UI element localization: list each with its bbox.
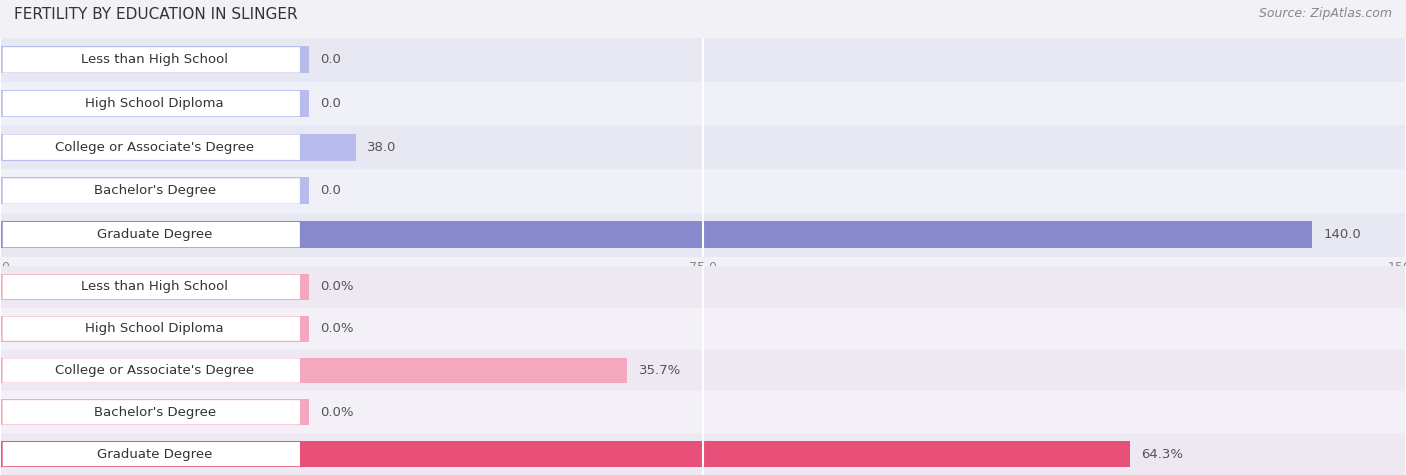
Bar: [0, 133, 356, 161]
Bar: [0, 399, 309, 425]
Text: 0.0: 0.0: [321, 184, 342, 198]
Text: 0.0%: 0.0%: [321, 406, 354, 419]
Bar: [0, 308, 1406, 350]
Text: Source: ZipAtlas.com: Source: ZipAtlas.com: [1258, 7, 1392, 20]
Text: Graduate Degree: Graduate Degree: [97, 228, 212, 241]
FancyBboxPatch shape: [3, 316, 299, 341]
Bar: [0, 177, 309, 205]
Text: Less than High School: Less than High School: [82, 53, 228, 67]
Text: High School Diploma: High School Diploma: [86, 97, 224, 110]
Text: College or Associate's Degree: College or Associate's Degree: [55, 141, 254, 154]
Bar: [0, 391, 1406, 433]
Bar: [0, 213, 1406, 256]
Bar: [0, 441, 1130, 467]
Bar: [0, 169, 1406, 213]
Text: 35.7%: 35.7%: [638, 364, 681, 377]
Text: College or Associate's Degree: College or Associate's Degree: [55, 364, 254, 377]
Bar: [0, 316, 309, 342]
Text: 38.0: 38.0: [367, 141, 396, 154]
FancyBboxPatch shape: [3, 442, 299, 466]
Bar: [0, 274, 309, 300]
Text: 0.0%: 0.0%: [321, 280, 354, 294]
FancyBboxPatch shape: [3, 358, 299, 383]
Text: Bachelor's Degree: Bachelor's Degree: [94, 406, 215, 419]
Bar: [0, 90, 309, 117]
Text: 140.0: 140.0: [1323, 228, 1361, 241]
Bar: [0, 38, 1406, 82]
Bar: [0, 221, 1312, 248]
Text: 0.0: 0.0: [321, 97, 342, 110]
Text: 0.0: 0.0: [321, 53, 342, 67]
Bar: [0, 358, 627, 383]
Text: High School Diploma: High School Diploma: [86, 322, 224, 335]
Bar: [0, 125, 1406, 169]
FancyBboxPatch shape: [3, 275, 299, 299]
Bar: [0, 350, 1406, 391]
Bar: [0, 82, 1406, 125]
Text: 64.3%: 64.3%: [1142, 447, 1184, 461]
Text: Bachelor's Degree: Bachelor's Degree: [94, 184, 215, 198]
Text: 0.0%: 0.0%: [321, 322, 354, 335]
FancyBboxPatch shape: [3, 222, 299, 247]
Bar: [0, 266, 1406, 308]
Bar: [0, 433, 1406, 475]
FancyBboxPatch shape: [3, 178, 299, 204]
Text: FERTILITY BY EDUCATION IN SLINGER: FERTILITY BY EDUCATION IN SLINGER: [14, 7, 298, 22]
Bar: [0, 46, 309, 74]
FancyBboxPatch shape: [3, 400, 299, 425]
FancyBboxPatch shape: [3, 91, 299, 116]
Text: Graduate Degree: Graduate Degree: [97, 447, 212, 461]
FancyBboxPatch shape: [3, 134, 299, 160]
FancyBboxPatch shape: [3, 47, 299, 73]
Text: Less than High School: Less than High School: [82, 280, 228, 294]
